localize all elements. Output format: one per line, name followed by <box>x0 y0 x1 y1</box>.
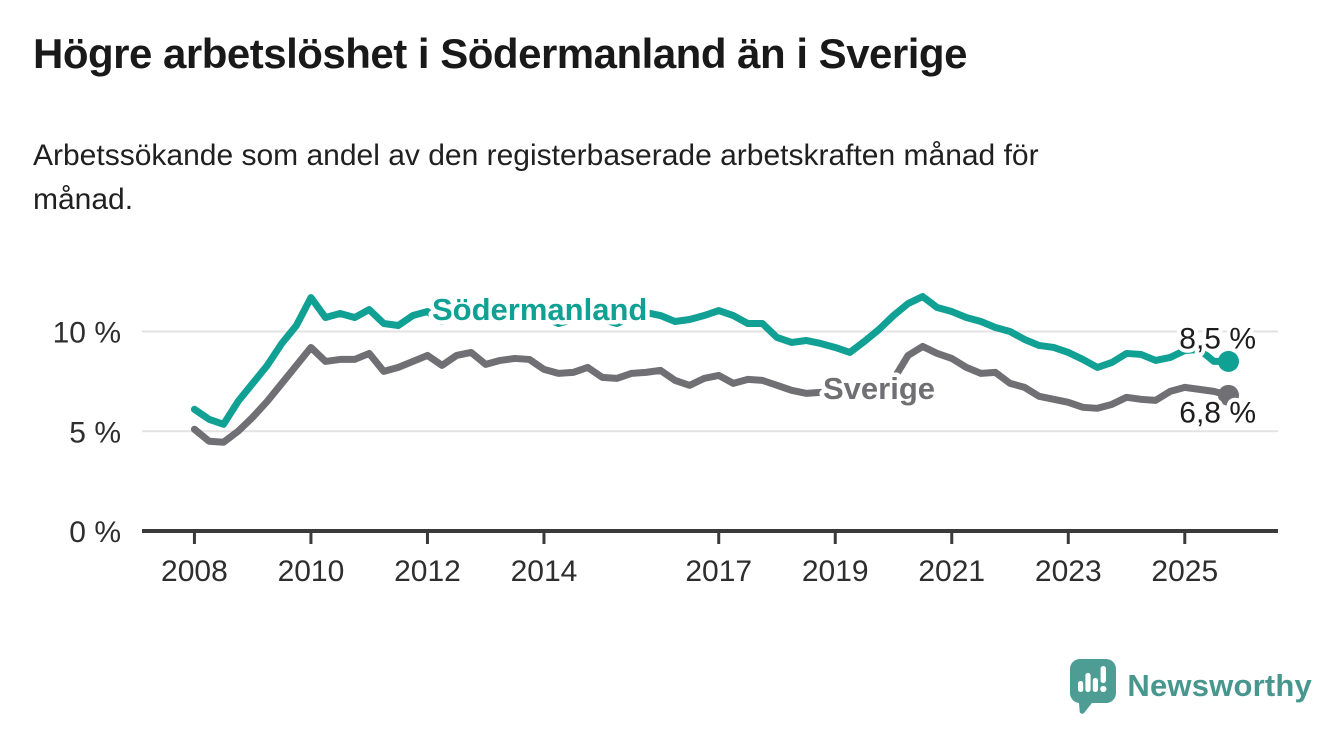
x-axis-tick-label: 2017 <box>685 555 752 588</box>
gridlines <box>142 330 1278 433</box>
series-label-sverige: Sverige <box>823 371 935 406</box>
series-end-dot <box>1217 350 1239 372</box>
x-axis-tick-label: 2025 <box>1151 555 1218 588</box>
series-lines <box>190 293 1232 446</box>
series-end-dots <box>1217 350 1239 406</box>
y-axis-tick-label: 5 % <box>69 416 121 449</box>
series-end-value-label: 8,5 % <box>1179 322 1256 355</box>
series-end-dot <box>1217 384 1239 406</box>
x-axis-tick-label: 2021 <box>918 555 985 588</box>
x-axis-ticks <box>192 531 1187 544</box>
y-axis-labels: 0 % 5 % 10 % <box>53 317 121 550</box>
series-label-sodermanland: Södermanland <box>432 292 647 327</box>
y-axis-tick-label: 0 % <box>69 516 121 549</box>
x-axis-tick-label: 2014 <box>511 555 578 588</box>
page-subtitle: Arbetssökande som andel av den registerb… <box>33 139 1039 217</box>
series-end-value-label: 6,8 % <box>1179 396 1256 429</box>
newsworthy-wordmark: Newsworthy <box>1127 667 1312 703</box>
series-line-sverige <box>190 342 1232 446</box>
newsworthy-logo-icon <box>1070 659 1117 714</box>
series-end-labels: 8,5 % 6,8 % <box>1175 318 1260 433</box>
series-line-sodermanland <box>190 293 1232 428</box>
x-axis-tick-label: 2008 <box>161 555 228 588</box>
y-axis-tick-label: 10 % <box>53 317 121 350</box>
x-axis-labels: 2008 2010 2012 2014 2017 2019 2021 2023 2025 <box>161 555 1218 588</box>
x-axis-tick-label: 2012 <box>394 555 461 588</box>
x-axis-tick-label: 2010 <box>278 555 345 588</box>
x-axis-tick-label: 2019 <box>802 555 869 588</box>
x-axis-tick-label: 2023 <box>1035 555 1102 588</box>
newsworthy-branding: Newsworthy <box>1068 657 1312 714</box>
page-title: Högre arbetslöshet i Södermanland än i S… <box>33 30 967 77</box>
